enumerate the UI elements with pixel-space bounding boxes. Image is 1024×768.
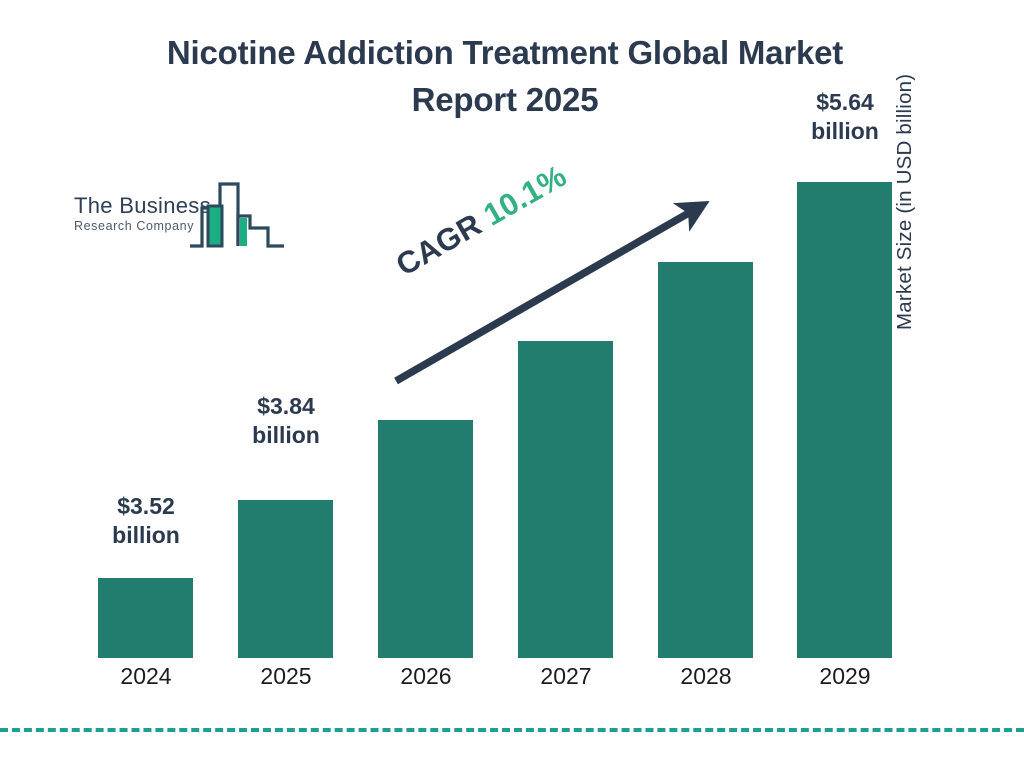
x-tick-2024: 2024 bbox=[120, 663, 172, 689]
bar-2025 bbox=[238, 500, 333, 658]
bar-chart-logo-mark bbox=[188, 176, 286, 257]
bar-2028 bbox=[658, 262, 753, 658]
bar-2027 bbox=[518, 341, 613, 658]
footer-divider bbox=[0, 728, 1024, 732]
bar-2029 bbox=[797, 182, 892, 658]
y-axis-title: Market Size (in USD billion) bbox=[893, 73, 916, 330]
page-title: Nicotine Addiction Treatment Global Mark… bbox=[166, 34, 844, 118]
bar-2026 bbox=[378, 420, 473, 658]
bar-2024 bbox=[98, 578, 193, 658]
cagr-label: CAGR 10.1% bbox=[390, 158, 573, 284]
logo-line-secondary: Research Company bbox=[74, 219, 195, 234]
logo-line-primary: The Business bbox=[74, 193, 211, 218]
bar-value-2025: $3.84 billion bbox=[252, 393, 320, 449]
company-logo: The Business Research Company bbox=[74, 176, 286, 254]
x-tick-2028: 2028 bbox=[680, 663, 732, 689]
bar-value-2024: $3.52 billion bbox=[112, 493, 180, 549]
bar-value-2029: $5.64 billion bbox=[811, 89, 879, 145]
x-tick-2026: 2026 bbox=[400, 663, 452, 689]
x-tick-2027: 2027 bbox=[540, 663, 592, 689]
x-tick-2029: 2029 bbox=[819, 663, 871, 689]
x-tick-2025: 2025 bbox=[260, 663, 312, 689]
logo-text: The Business Research Company bbox=[74, 194, 214, 234]
cagr-rate-value: 10.1% bbox=[477, 158, 573, 233]
cagr-word: CAGR bbox=[390, 202, 495, 283]
